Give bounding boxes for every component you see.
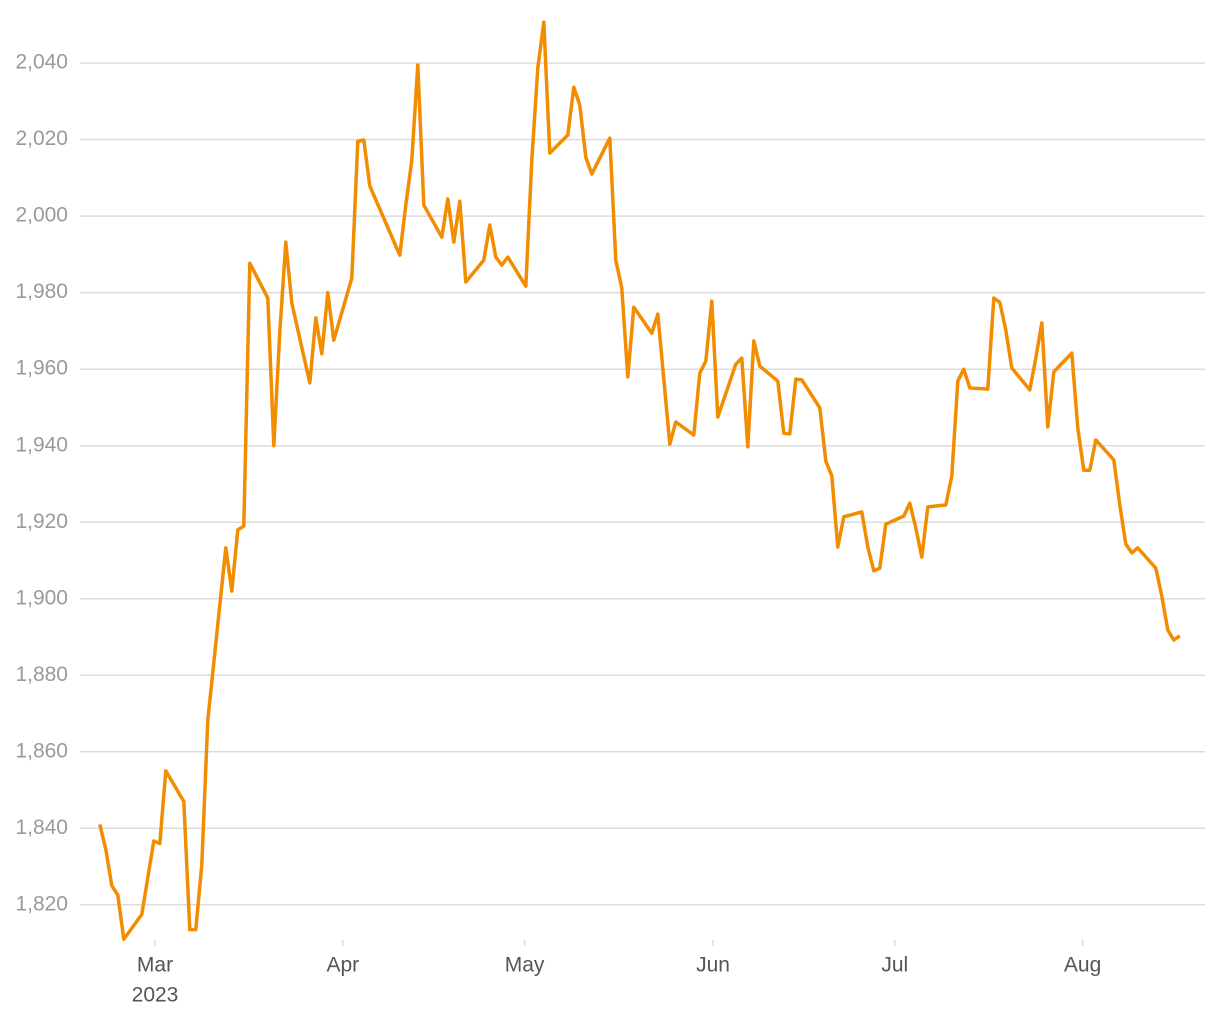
y-tick-label: 1,920 (15, 510, 68, 533)
y-tick-label: 1,980 (15, 280, 68, 303)
y-tick-label: 1,940 (15, 433, 68, 456)
x-tick-label: Apr (326, 954, 359, 977)
x-tick-label: Jul (881, 954, 908, 977)
year-label: 2023 (132, 984, 179, 1007)
y-tick-label: 1,960 (15, 357, 68, 380)
x-tick-label: Aug (1064, 954, 1101, 977)
x-tick-label: May (505, 954, 545, 977)
y-tick-label: 1,900 (15, 586, 68, 609)
y-tick-label: 1,860 (15, 739, 68, 762)
y-tick-label: 2,020 (15, 127, 68, 150)
y-tick-label: 1,880 (15, 663, 68, 686)
price-line (98, 20, 1181, 941)
y-tick-label: 2,040 (15, 51, 68, 74)
x-tick-label: Jun (696, 954, 730, 977)
y-tick-label: 2,000 (15, 204, 68, 227)
x-tick-label: Mar (137, 954, 173, 977)
y-tick-label: 1,840 (15, 816, 68, 839)
y-tick-label: 1,820 (15, 892, 68, 915)
